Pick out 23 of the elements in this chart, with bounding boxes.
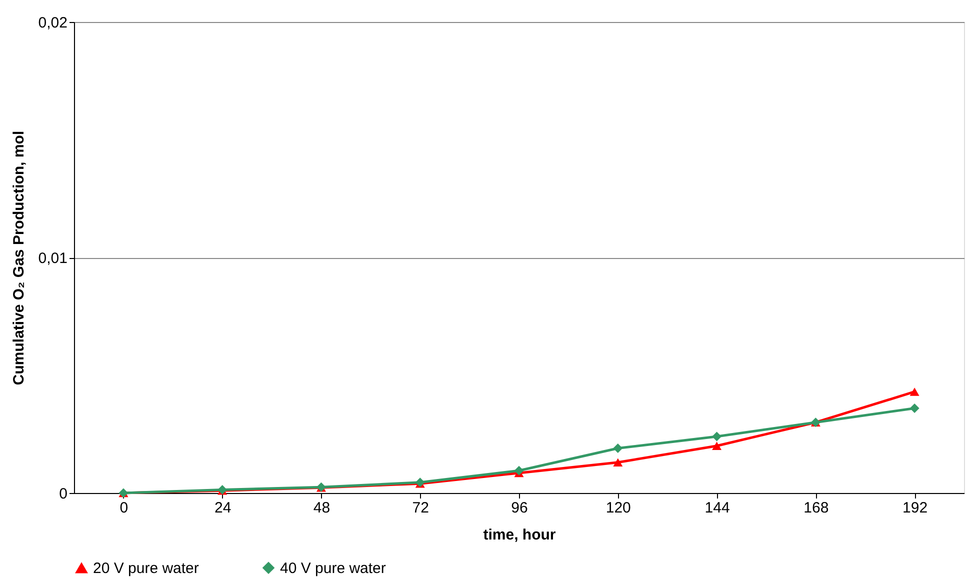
point: [613, 458, 623, 466]
y-tick-label: 0,02: [38, 14, 68, 32]
x-tick-label: 24: [214, 500, 232, 516]
legend-label: 40 V pure water: [280, 560, 386, 577]
x-axis-title: time, hour: [483, 526, 556, 544]
point: [712, 442, 722, 450]
x-tick-label: 96: [511, 500, 528, 516]
y-tick-label: 0: [59, 486, 68, 502]
x-tick-label: 48: [313, 500, 330, 516]
point: [910, 403, 920, 413]
y-axis-title: Cumulative O₂ Gas Production, mol: [10, 130, 28, 386]
legend-label: 20 V pure water: [93, 560, 199, 578]
x-tick-label: 192: [902, 500, 928, 516]
x-tick-label: 0: [120, 500, 128, 516]
point: [910, 388, 920, 396]
point: [712, 432, 722, 442]
x-tick-label: 120: [606, 500, 631, 516]
x-tick-label: 168: [804, 500, 829, 516]
point: [613, 444, 623, 453]
x-tick-label: 144: [704, 500, 730, 516]
x-tick-label: 72: [412, 500, 429, 516]
point: [514, 466, 524, 476]
y-tick-label: 0,01: [38, 250, 68, 267]
